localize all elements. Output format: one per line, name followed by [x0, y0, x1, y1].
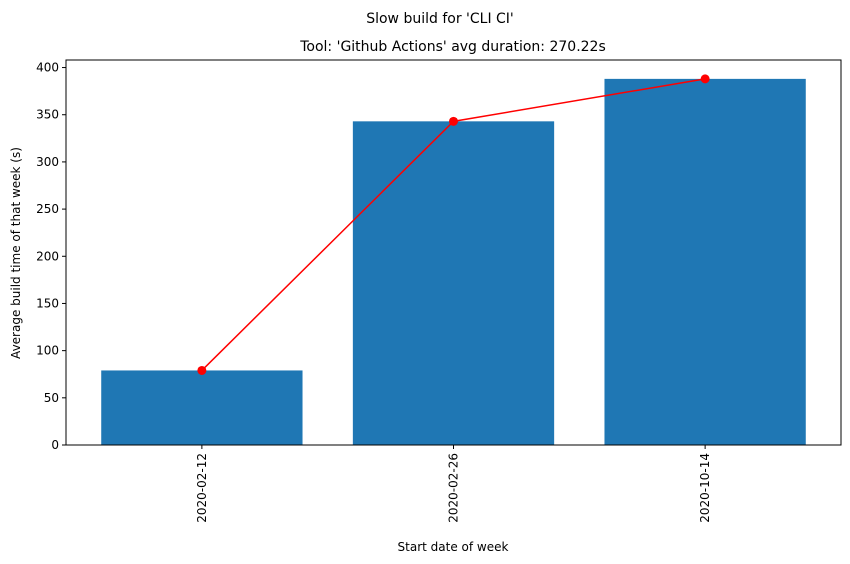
y-tick-label: 350 [36, 108, 59, 122]
y-tick-label: 200 [36, 249, 59, 263]
y-tick-label: 100 [36, 344, 59, 358]
y-tick-label: 300 [36, 155, 59, 169]
line-point-2020-10-14 [700, 74, 710, 84]
chart-suptitle: Slow build for 'CLI CI' [366, 11, 514, 27]
y-tick-label: 400 [36, 61, 59, 75]
y-axis-label: Average build time of that week (s) [9, 147, 23, 359]
bar-2020-10-14 [604, 78, 806, 445]
x-tick-label: 2020-02-26 [447, 453, 461, 523]
line-point-2020-02-12 [197, 365, 207, 375]
x-axis: 2020-02-12 2020-02-26 2020-10-14 [195, 445, 712, 523]
chart-title: Tool: 'Github Actions' avg duration: 270… [299, 39, 606, 55]
y-tick-label: 50 [44, 391, 59, 405]
bars-group [101, 78, 806, 445]
y-tick-label: 150 [36, 296, 59, 310]
y-tick-label: 250 [36, 202, 59, 216]
line-series-group [197, 74, 710, 375]
bar-2020-02-12 [101, 370, 303, 445]
y-axis: 0 50 100 150 200 250 300 350 400 [36, 61, 66, 452]
line-point-2020-02-26 [449, 116, 458, 126]
x-tick-label: 2020-02-12 [195, 453, 209, 523]
bar-2020-02-26 [352, 121, 555, 445]
x-axis-label: Start date of week [398, 540, 509, 554]
x-tick-label: 2020-10-14 [698, 453, 712, 523]
y-tick-label: 0 [51, 438, 59, 452]
